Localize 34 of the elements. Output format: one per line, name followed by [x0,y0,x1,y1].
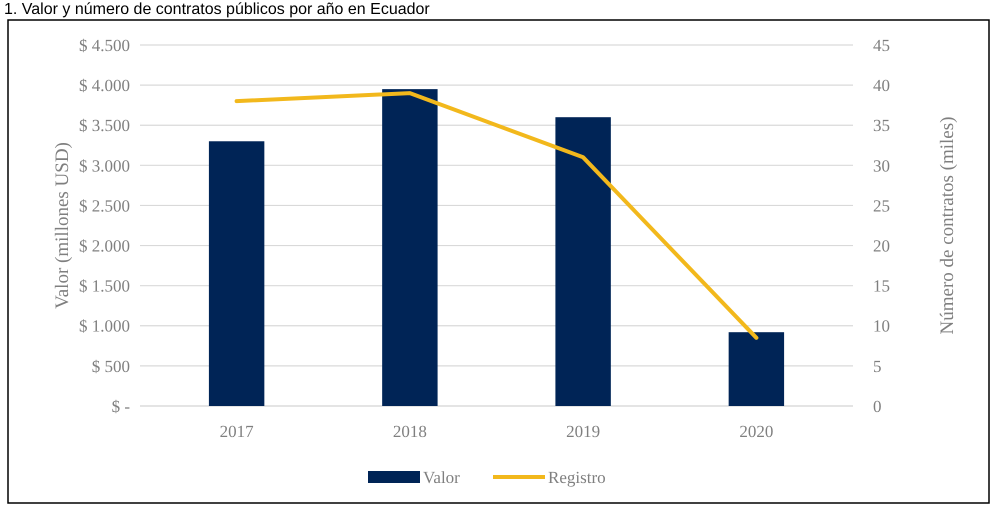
y-tick-label: $ 4.500 [79,36,130,55]
y-tick-label: $ 1.000 [79,316,130,336]
chart-title: 1. Valor y número de contratos públicos por año en Ecuador [4,1,430,18]
legend-label: Registro [548,468,606,487]
y2-tick-label: 20 [873,236,890,256]
x-tick-label: 2018 [392,422,427,441]
x-tick-label: 2017 [220,422,254,441]
y-tick-label: $ 500 [92,356,130,376]
y2-tick-label: 40 [873,76,890,96]
y-tick-label: $ 2.500 [79,196,130,216]
x-tick-label: 2020 [739,422,774,441]
y2-tick-label: 5 [873,356,882,376]
y2-tick-label: 15 [873,276,890,296]
y2-tick-label: 10 [873,316,890,336]
y-axis-title: Valor (millones USD) [52,142,73,309]
bar [728,332,784,406]
y2-tick-label: 30 [873,156,890,176]
y-tick-label: $ 3.500 [79,116,130,136]
y-tick-label: $ 1.500 [79,276,130,296]
y-tick-label: $ 3.000 [79,156,130,176]
y-tick-label: $ 4.000 [79,76,130,96]
y2-tick-label: 35 [873,116,890,136]
y-tick-label: $ 2.000 [79,236,130,256]
y-tick-label: $ - [112,396,130,416]
line-series [234,91,758,340]
y2-tick-label: 0 [873,396,882,416]
bar [208,141,264,406]
y2-axis-title: Número de contratos (miles) [937,116,958,334]
legend-label: Valor [423,468,460,487]
y2-tick-label: 25 [873,196,890,216]
bar [382,89,438,406]
bar [555,117,611,406]
y2-tick-label: 45 [873,36,890,55]
x-tick-label: 2019 [566,422,600,441]
